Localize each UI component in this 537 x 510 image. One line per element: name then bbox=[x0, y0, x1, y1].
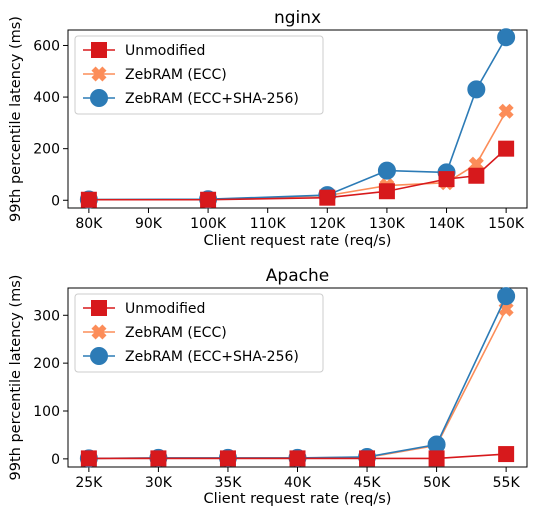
legend-entry: Unmodified bbox=[83, 300, 205, 317]
x-tick-label: 120K bbox=[309, 216, 346, 232]
legend-marker bbox=[90, 89, 108, 107]
data-point bbox=[377, 161, 396, 180]
data-point bbox=[498, 103, 514, 119]
x-tick-label: 100K bbox=[190, 216, 227, 232]
data-point bbox=[359, 450, 376, 467]
legend-marker bbox=[91, 66, 107, 82]
x-tick-label: 50K bbox=[423, 475, 451, 491]
x-tick-label: 150K bbox=[488, 216, 525, 232]
legend-marker bbox=[91, 42, 107, 58]
y-tick-label: 0 bbox=[51, 452, 60, 468]
y-tick-label: 200 bbox=[33, 356, 60, 372]
series-unmodified bbox=[80, 140, 515, 208]
data-point bbox=[498, 446, 515, 463]
legend: Unmodified ZebRAM (ECC) ZebRAM (ECC+SHA-25… bbox=[74, 35, 324, 115]
x-tick-label: 40K bbox=[284, 475, 312, 491]
data-point bbox=[289, 450, 306, 467]
legend-marker bbox=[90, 347, 108, 365]
y-axis-label: 99th percentile latency (ms) bbox=[8, 275, 24, 481]
x-axis-label: Client request rate (req/s) bbox=[204, 491, 392, 507]
legend-entry: ZebRAM (ECC+SHA-256) bbox=[83, 89, 299, 107]
legend-marker bbox=[91, 300, 107, 316]
data-point bbox=[378, 183, 395, 200]
legend-entry: ZebRAM (ECC+SHA-256) bbox=[83, 347, 299, 365]
data-point bbox=[467, 80, 486, 99]
x-tick-label: 90K bbox=[135, 216, 163, 232]
data-point bbox=[468, 167, 485, 184]
y-tick-label: 0 bbox=[51, 193, 60, 209]
data-point bbox=[80, 450, 97, 467]
x-tick-label: 35K bbox=[214, 475, 242, 491]
x-tick-label: 140K bbox=[429, 216, 466, 232]
legend-entry: Unmodified bbox=[83, 42, 205, 59]
y-axis-label: 99th percentile latency (ms) bbox=[8, 16, 24, 222]
x-tick-label: 55K bbox=[493, 475, 521, 491]
data-point bbox=[80, 191, 97, 208]
legend-label: ZebRAM (ECC) bbox=[125, 325, 227, 341]
y-tick-label: 200 bbox=[33, 142, 60, 158]
data-point bbox=[150, 450, 167, 467]
data-point bbox=[319, 189, 336, 206]
x-tick-label: 45K bbox=[354, 475, 382, 491]
data-point bbox=[498, 140, 515, 157]
data-point bbox=[200, 191, 217, 208]
data-point bbox=[497, 287, 516, 306]
legend-label: Unmodified bbox=[125, 301, 205, 317]
x-tick-label: 30K bbox=[145, 475, 173, 491]
legend-entry: ZebRAM (ECC) bbox=[83, 324, 227, 341]
data-point bbox=[428, 450, 445, 467]
x-tick-label: 80K bbox=[75, 216, 103, 232]
y-tick-label: 100 bbox=[33, 404, 60, 420]
legend: Unmodified ZebRAM (ECC) ZebRAM (ECC+SHA-25… bbox=[74, 293, 324, 373]
chart-apache: Apache 25K 30K 35K 40K 45K 50K 55K 0 100 200 300 Cli… bbox=[8, 266, 528, 507]
y-tick-label: 600 bbox=[33, 38, 60, 54]
data-point bbox=[497, 28, 516, 47]
chart-nginx: nginx 80K 90K 100K 110K 120K 130K 140K 150K 0 200 4… bbox=[8, 8, 528, 249]
legend-entry: ZebRAM (ECC) bbox=[83, 66, 227, 83]
chart-title: nginx bbox=[274, 8, 321, 28]
series-unmodified bbox=[80, 446, 515, 467]
plot-frame bbox=[67, 29, 528, 209]
x-tick-label: 130K bbox=[369, 216, 406, 232]
data-point bbox=[468, 156, 484, 172]
legend-box bbox=[74, 35, 324, 115]
series-zebram-ecc bbox=[81, 103, 514, 207]
legend-marker bbox=[91, 324, 107, 340]
data-point bbox=[219, 450, 236, 467]
data-point bbox=[438, 171, 455, 188]
legend-label: ZebRAM (ECC+SHA-256) bbox=[125, 91, 299, 107]
y-tick-label: 400 bbox=[33, 90, 60, 106]
chart-title: Apache bbox=[266, 266, 329, 286]
x-tick-label: 25K bbox=[75, 475, 103, 491]
legend-label: Unmodified bbox=[125, 43, 205, 59]
legend-label: ZebRAM (ECC+SHA-256) bbox=[125, 349, 299, 365]
legend-label: ZebRAM (ECC) bbox=[125, 67, 227, 83]
legend-box bbox=[74, 293, 324, 373]
x-tick-label: 110K bbox=[250, 216, 287, 232]
y-tick-label: 300 bbox=[33, 308, 60, 324]
x-axis-label: Client request rate (req/s) bbox=[204, 233, 392, 249]
